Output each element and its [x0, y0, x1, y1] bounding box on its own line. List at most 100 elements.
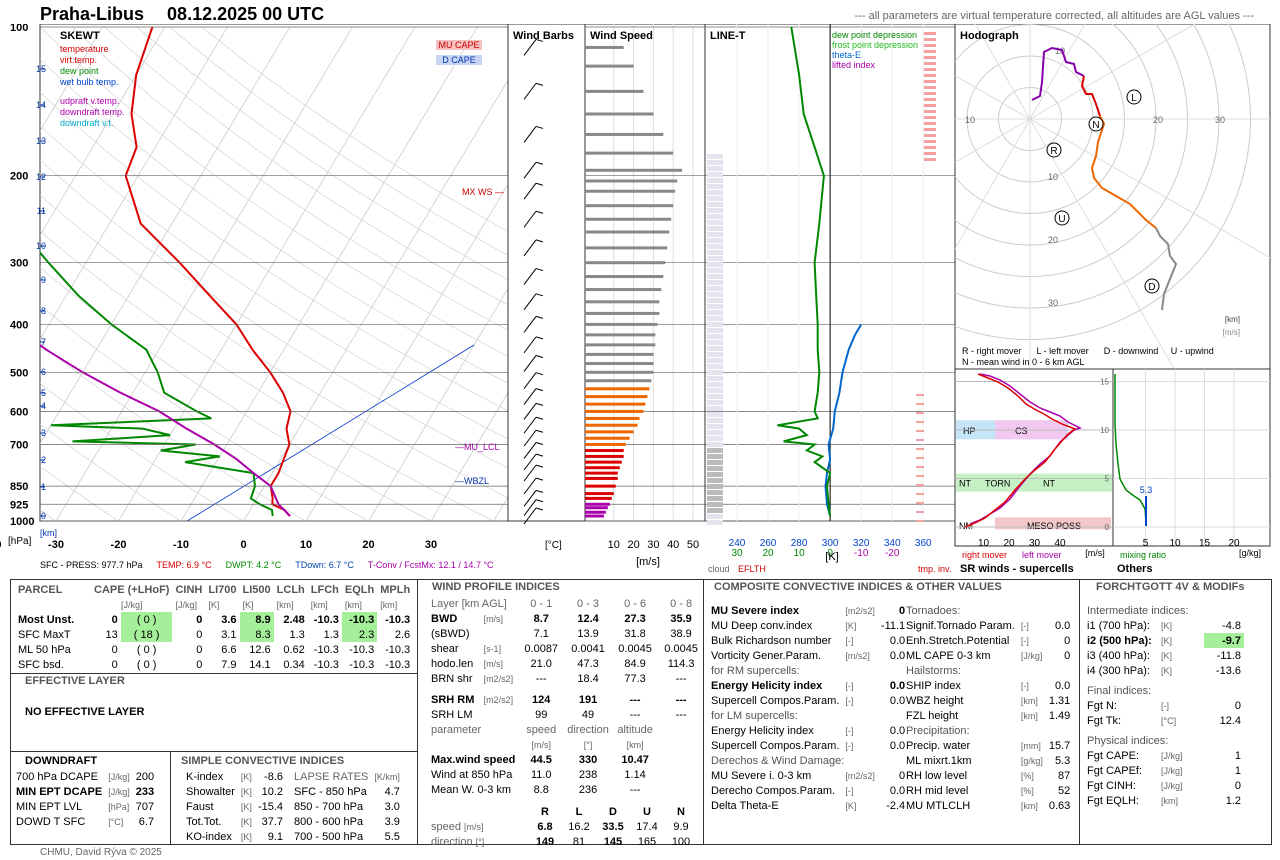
dry-adiabat — [40, 26, 540, 374]
storm-motion-label: N — [1092, 120, 1099, 131]
parcel-lcl: 2.48 — [283, 613, 305, 626]
pressure-tick-label: 500 — [10, 367, 28, 379]
hodograph-spoke — [1029, 24, 1086, 120]
sounding-datetime: 08.12.2025 00 UTC — [167, 4, 325, 24]
composite-label: Energy Helicity index — [711, 724, 814, 737]
cloud-cell — [707, 184, 723, 189]
inversion-cell — [924, 44, 936, 47]
skewt-footer-item: SFC - PRESS: 977.7 hPa — [40, 560, 143, 570]
downdraft-label: MIN EPT DCAPE — [16, 785, 103, 798]
wind-speed-bar — [585, 322, 658, 326]
composite-row: ML CAPE 0-3 km [J/kg] 0 — [903, 648, 1073, 663]
downdraft-panel: DOWNDRAFT 700 hPa DCAPE [J/kg] 200 MIN EPT … — [10, 751, 172, 845]
pressure-tick-label: 300 — [10, 258, 28, 270]
composite-panel: COMPOSITE CONVECTIVE INDICES & OTHER VAL… — [703, 579, 1081, 845]
wp-value: 21.0 — [530, 657, 552, 670]
forchtgott-section: Intermediate indices: — [1084, 603, 1244, 618]
charts-area: 1002003004005006007008509251000151413121… — [0, 24, 1271, 574]
wind-profile-table: Layer [km AGL] 0 - 1 0 - 3 0 - 6 0 - 8 BWD [m/… — [428, 596, 704, 797]
wind-speed-bar — [585, 151, 674, 155]
wp-value: 0.0045 — [664, 642, 698, 655]
storm-motion-label: L — [1131, 93, 1137, 104]
srh-unit — [481, 707, 519, 722]
wind-barb — [523, 293, 537, 311]
inversion-cell — [924, 98, 936, 101]
forchtgott-label: i3 (400 hPa): — [1087, 649, 1150, 662]
sr-y-tick: 15 — [1100, 378, 1109, 387]
simple-index-value: 9.1 — [267, 830, 284, 843]
wind-speed-frame — [584, 24, 706, 522]
simple-index-unit: [K] — [240, 801, 252, 812]
pressure-tick-label: 200 — [10, 171, 28, 183]
wind-barb — [523, 507, 537, 525]
temp-unit: [°C] — [545, 540, 562, 551]
lapse-rates-title: LAPSE RATES — [294, 770, 369, 783]
line-t-series — [777, 26, 832, 517]
composite-value: 52 — [1058, 784, 1071, 797]
downdraft-unit: [J/kg] — [108, 786, 130, 797]
cloud-cell — [707, 328, 723, 333]
cloud-cell — [707, 310, 723, 315]
skewt-legend-item: downdraft v.t. — [60, 118, 114, 128]
param-header: direction — [567, 723, 609, 736]
sr-x-tick: 20 — [1003, 538, 1015, 549]
lapse-rate-value: 4.7 — [384, 785, 400, 798]
sr-label: HP — [963, 426, 976, 436]
wp-value: 18.4 — [577, 672, 599, 685]
inversion-cell — [916, 466, 924, 468]
parcel-head-eql: EQLh — [344, 583, 375, 596]
wind-speed-bar — [585, 261, 666, 265]
cloud-cell — [707, 316, 723, 321]
wind-barb-flag — [535, 499, 544, 503]
pressure-tick-label: 1000 — [10, 516, 34, 528]
parcel-head-mpl: MPLh — [380, 583, 411, 596]
parcel-li500: 12.6 — [249, 643, 271, 656]
simple-index-label: Tot.Tot. — [186, 815, 222, 828]
downdraft-label: 700 hPa DCAPE — [16, 770, 98, 783]
composite-row: Derecho Compos.Param. [-] 0.0 — [708, 783, 908, 798]
parcel-head-li700: LI700 — [208, 583, 237, 596]
composite-title: COMPOSITE CONVECTIVE INDICES & OTHER VAL… — [714, 581, 1002, 593]
cloud-cell — [707, 250, 723, 255]
cloud-cell — [707, 220, 723, 225]
cloud-cell — [707, 466, 723, 471]
parcel-lhof: ( 0 ) — [120, 612, 173, 627]
simple-indices-title: SIMPLE CONVECTIVE INDICES — [181, 755, 345, 767]
wind-speed-bar — [585, 460, 622, 464]
inversion-cell — [916, 493, 924, 495]
temp-tick-label: -30 — [48, 539, 64, 551]
composite-value: 1.31 — [1048, 694, 1071, 707]
param-row: Max.wind speed 44.5 330 10.47 — [428, 752, 704, 767]
sr-band — [995, 517, 1111, 530]
dry-adiabat — [40, 159, 540, 485]
forchtgott-value: 1.2 — [1225, 794, 1241, 807]
wind-barb-flag — [535, 388, 544, 392]
wind-speed-bar — [585, 311, 660, 315]
forchtgott-label: Fgt CAPEf: — [1087, 764, 1143, 777]
cloud-cell — [707, 364, 723, 369]
inversion-cell — [924, 104, 936, 107]
composite-value: 0.0 — [889, 649, 906, 662]
composite-row: Supercell Compos.Param. [-] 0.0 — [708, 693, 908, 708]
composite-row: Enh.Stretch.Potential [-] 0 — [903, 633, 1073, 648]
hodograph-trace — [1090, 115, 1157, 229]
composite-value: 0.0 — [1054, 619, 1071, 632]
wind-speed-bar — [585, 409, 644, 413]
cloud-cell — [707, 274, 723, 279]
forchtgott-section: Physical indices: — [1084, 728, 1244, 748]
composite-label: ML mixrt.1km — [906, 754, 972, 767]
inversion-cell — [916, 457, 924, 459]
composite-unit: [km] — [1020, 695, 1038, 706]
parcel-head-lcl: LCLh — [276, 583, 305, 596]
dry-adiabat — [169, 26, 540, 274]
composite-section: Hailstorms: — [903, 663, 1073, 678]
sr-label: CS — [1015, 426, 1028, 436]
cloud-cell — [707, 430, 723, 435]
wind-barb-flag — [535, 355, 544, 359]
inversion-cell — [924, 128, 936, 131]
sr-x-tick: 10 — [978, 538, 990, 549]
forchtgott-label: Fgt CINH: — [1087, 779, 1136, 792]
wp-label: (sBWD) — [431, 627, 470, 640]
storm-value: 17.4 — [636, 820, 658, 833]
wind-speed-bar — [585, 370, 654, 374]
